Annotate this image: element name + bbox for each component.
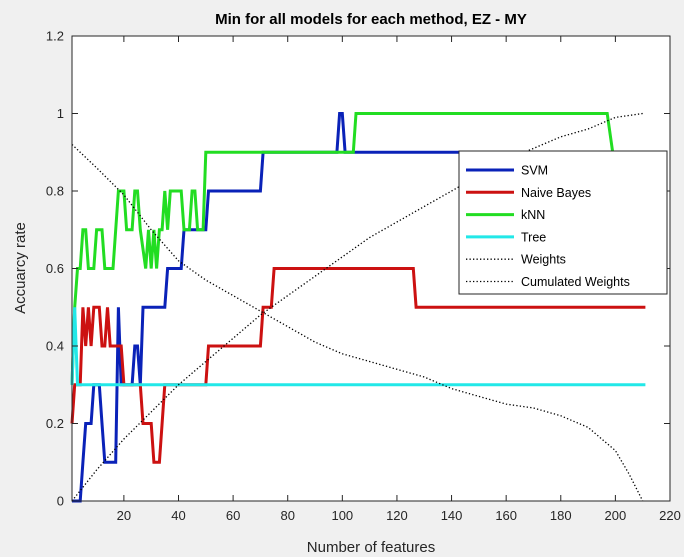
x-tick-label: 60 — [226, 508, 240, 523]
legend-label-naive-bayes: Naive Bayes — [521, 186, 591, 200]
y-tick-label: 0.4 — [46, 339, 64, 354]
x-tick-label: 120 — [386, 508, 408, 523]
legend-label-tree: Tree — [521, 230, 546, 244]
y-tick-label: 1 — [57, 106, 64, 121]
legend-label-knn: kNN — [521, 208, 545, 222]
y-tick-label: 0 — [57, 494, 64, 509]
x-tick-label: 200 — [605, 508, 627, 523]
x-tick-label: 220 — [659, 508, 681, 523]
x-axis-label: Number of features — [307, 539, 435, 556]
legend-label-weights: Weights — [521, 253, 566, 267]
series-line-weights — [71, 144, 644, 502]
legend-label-svm: SVM — [521, 164, 548, 178]
legend: SVM Naive Bayes kNN Tree Weights Cumulated We… — [458, 150, 668, 295]
series-line-knn — [70, 112, 646, 385]
ticks-layer: 20 40 60 80 100 120 140 160 180 200 220 0 0.2 0.4 0.6 0… — [46, 29, 681, 524]
series-line-cumulated-weights — [71, 112, 643, 502]
y-tick-label: 0.2 — [46, 416, 64, 431]
x-tick-label: 180 — [550, 508, 572, 523]
x-tick-label: 140 — [441, 508, 463, 523]
chart-title: Min for all models for each method, EZ -… — [215, 11, 527, 28]
y-tick-label: 0.6 — [46, 261, 64, 276]
legend-box — [458, 150, 668, 295]
x-tick-label: 20 — [117, 508, 131, 523]
x-tick-label: 160 — [495, 508, 517, 523]
y-tick-label: 1.2 — [46, 29, 64, 44]
y-tick-label: 0.8 — [46, 184, 64, 199]
y-axis-label: Accuarcy rate — [12, 222, 29, 314]
x-tick-label: 80 — [280, 508, 294, 523]
legend-label-cumulated-weights: Cumulated Weights — [521, 275, 630, 289]
x-tick-label: 100 — [331, 508, 353, 523]
x-tick-label: 40 — [171, 508, 185, 523]
